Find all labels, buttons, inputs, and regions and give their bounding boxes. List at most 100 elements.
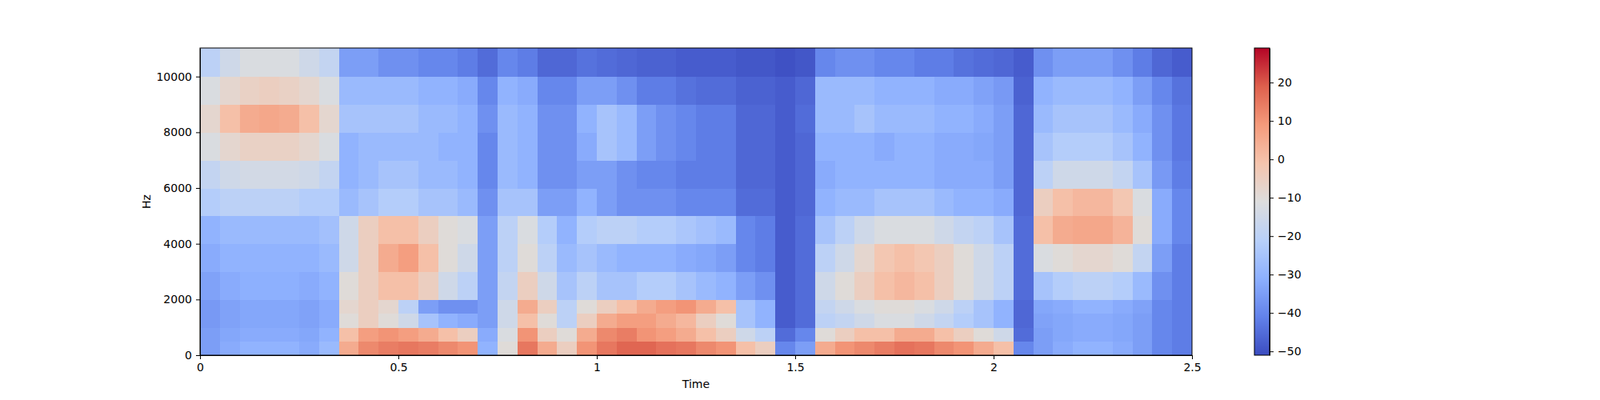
cell [736, 216, 756, 244]
cell [616, 160, 637, 188]
cell [299, 299, 320, 314]
cell [716, 272, 736, 300]
cell [795, 188, 816, 216]
cell [953, 104, 974, 133]
cell [279, 341, 300, 356]
cell [259, 160, 280, 188]
cell [656, 341, 676, 356]
tick-mark [196, 76, 200, 78]
cell [874, 327, 895, 342]
tick-label: 2.5 [1183, 360, 1201, 374]
cell [616, 76, 637, 105]
cell [636, 299, 657, 314]
cell [398, 216, 419, 244]
cell [1152, 299, 1172, 314]
cell [755, 132, 776, 160]
cell [398, 132, 419, 160]
cell [418, 272, 439, 300]
cell [1013, 216, 1034, 244]
cell [299, 341, 320, 356]
cell [1112, 327, 1133, 342]
cell [755, 341, 776, 356]
cell [398, 48, 419, 77]
tick-label: 6000 [163, 181, 192, 195]
tick: 2000 [163, 292, 200, 306]
cell [795, 272, 816, 300]
cell [319, 299, 340, 314]
tick-mark [196, 299, 200, 300]
cell [874, 104, 895, 133]
cell [934, 104, 955, 133]
cell [259, 76, 280, 105]
cell [259, 341, 280, 356]
cell [696, 272, 716, 300]
tick-label: −50 [1277, 344, 1302, 358]
cell [438, 188, 459, 216]
cell [1072, 272, 1093, 300]
cell [973, 299, 994, 314]
cell [914, 76, 935, 105]
cell [795, 244, 816, 272]
cell [835, 188, 856, 216]
cell [1092, 132, 1113, 160]
cell [259, 299, 280, 314]
cell [319, 313, 340, 328]
cell [953, 160, 974, 188]
cell [418, 48, 439, 77]
cell [259, 132, 280, 160]
cell [1072, 216, 1093, 244]
cell [240, 327, 260, 342]
cell [973, 188, 994, 216]
cell [299, 76, 320, 105]
cell [279, 160, 300, 188]
cell [457, 48, 478, 77]
tick-label: −30 [1277, 268, 1302, 281]
cell [874, 341, 895, 356]
cell [576, 216, 597, 244]
cell [477, 341, 498, 356]
cell [537, 244, 558, 272]
cell [874, 160, 895, 188]
cell [1033, 272, 1054, 300]
cell [934, 160, 955, 188]
cell [438, 76, 459, 105]
cell [596, 48, 617, 77]
cell [1112, 48, 1133, 77]
cell [457, 216, 478, 244]
cell [716, 160, 736, 188]
cell [596, 216, 617, 244]
chart: 00.511.522.50200040006000800010000TimeHz… [0, 0, 1600, 400]
cell [973, 341, 994, 356]
cell [576, 313, 597, 328]
cell [358, 313, 379, 328]
cell [914, 132, 935, 160]
cell [696, 188, 716, 216]
axis-line [200, 48, 201, 356]
cell [993, 188, 1014, 216]
cell [438, 132, 459, 160]
cell [934, 327, 955, 342]
cell [1052, 244, 1073, 272]
cell [319, 327, 340, 342]
cell [696, 327, 716, 342]
cell [1033, 327, 1054, 342]
cell [537, 104, 558, 133]
cell [596, 244, 617, 272]
tick-mark [1269, 82, 1274, 84]
cell [676, 313, 696, 328]
cell [854, 313, 875, 328]
cell [418, 104, 439, 133]
cell [200, 160, 220, 188]
cell [874, 272, 895, 300]
cell [339, 76, 360, 105]
cell [894, 76, 915, 105]
cell [319, 76, 340, 105]
cell [438, 244, 459, 272]
cell [1092, 160, 1113, 188]
cell [914, 216, 935, 244]
cell [894, 299, 915, 314]
cell [1052, 299, 1073, 314]
cell [636, 216, 657, 244]
cell [736, 160, 756, 188]
cell [993, 341, 1014, 356]
